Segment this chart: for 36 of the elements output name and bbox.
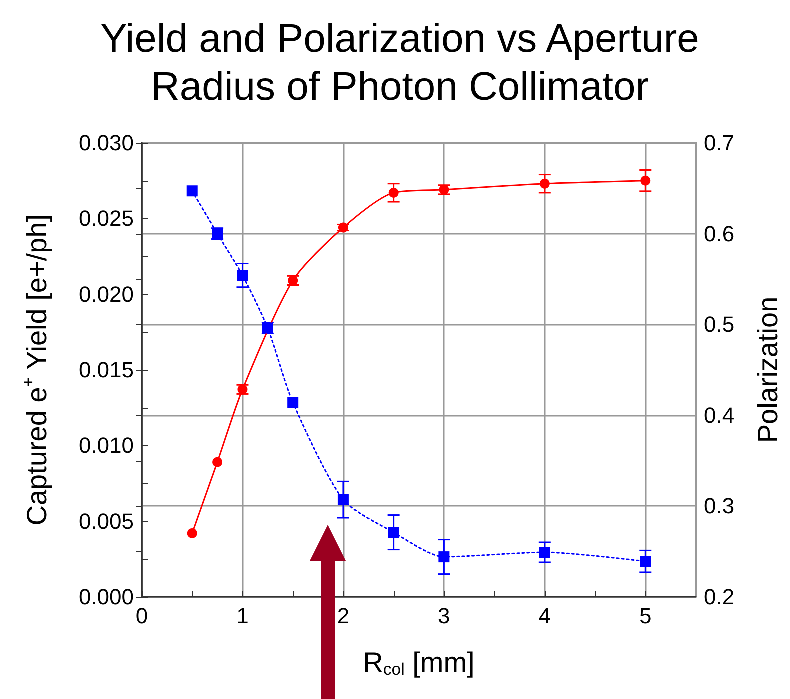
x-tick-label: 1 <box>236 604 249 628</box>
point <box>388 527 400 538</box>
point <box>640 556 652 568</box>
point <box>539 547 550 558</box>
y2-tick-label: 0.2 <box>704 584 735 610</box>
y-axis-title: Captured e+ Yield [e+/ph] <box>19 214 53 526</box>
x-tick-label: 4 <box>538 604 552 628</box>
point <box>438 552 450 563</box>
chart-title: Yield and Polarization vs Aperture Radius of Photon Collimator <box>100 17 700 109</box>
point <box>338 222 348 233</box>
y-tick-label: 0.020 <box>78 282 134 307</box>
x-tick-label: 5 <box>640 604 652 628</box>
point <box>187 528 198 538</box>
y-tick-label: 0.025 <box>78 206 134 232</box>
y-tick-label: 0.005 <box>78 508 134 534</box>
y2-tick-label: 0.5 <box>704 312 735 338</box>
point <box>288 397 299 408</box>
y2-tick-label: 0.4 <box>704 402 735 428</box>
y2-tick-label: 0.6 <box>704 221 735 246</box>
y2-axis-title: Polarization <box>752 296 784 444</box>
point <box>338 494 349 506</box>
x-tick-label: 3 <box>438 604 450 628</box>
y2-tick-label: 0.7 <box>704 130 735 156</box>
y-tick-label: 0.000 <box>78 584 134 610</box>
y-tick-label: 0.030 <box>78 130 134 156</box>
point <box>388 188 399 198</box>
y2-tick-label: 0.3 <box>704 494 735 519</box>
point <box>640 176 651 186</box>
y-tick-label: 0.015 <box>78 358 134 382</box>
x-tick-label: 2 <box>337 604 350 628</box>
point <box>540 178 550 189</box>
point <box>212 457 223 468</box>
y-tick-label: 0.010 <box>78 433 134 458</box>
x-tick-label: 0 <box>136 604 148 628</box>
point <box>237 270 248 282</box>
point <box>186 186 198 197</box>
